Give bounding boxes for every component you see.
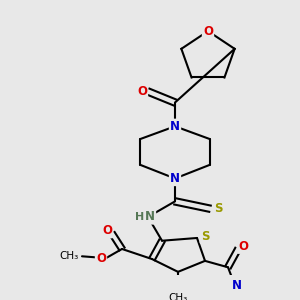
Text: O: O — [102, 224, 112, 237]
Text: S: S — [201, 230, 209, 243]
Text: N: N — [170, 120, 180, 133]
Text: O: O — [238, 240, 248, 253]
Text: O: O — [96, 252, 106, 265]
Text: N: N — [145, 210, 155, 224]
Text: O: O — [203, 25, 213, 38]
Text: S: S — [214, 202, 222, 215]
Text: N: N — [170, 172, 180, 185]
Text: O: O — [137, 85, 147, 98]
Text: H: H — [135, 212, 145, 222]
Text: CH₃: CH₃ — [168, 293, 188, 300]
Text: CH₃: CH₃ — [60, 251, 79, 261]
Text: N: N — [232, 279, 242, 292]
